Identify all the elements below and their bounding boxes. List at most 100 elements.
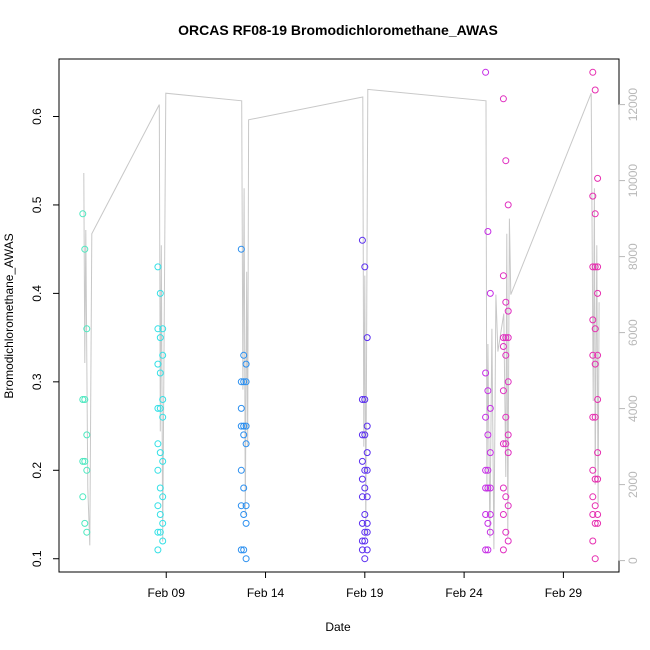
series-5 [499,95,512,554]
data-point [240,484,248,492]
y-tick-label: 0.2 [30,462,44,479]
data-point [594,396,602,403]
series-1 [154,263,167,554]
data-point [499,272,507,280]
data-point [83,431,91,439]
data-point [242,360,250,368]
data-point [504,537,512,545]
data-point [79,493,87,501]
data-point [504,334,512,342]
data-point [154,546,162,554]
data-point [591,263,599,271]
data-point [504,431,512,439]
data-point [504,307,512,315]
data-point [156,404,164,412]
data-point [363,334,371,342]
data-point [361,484,369,492]
data-point [159,351,167,359]
data-point [79,396,87,403]
y-tick-label: 0.4 [30,285,44,302]
data-point [499,387,507,395]
data-point [591,86,599,94]
data-point [358,431,366,439]
data-point [81,245,89,253]
data-point [589,466,597,474]
data-point [154,528,162,536]
data-point [358,475,366,483]
data-point [361,555,369,563]
data-point [361,431,369,439]
data-point [504,201,512,209]
data-point [361,263,369,271]
data-point [156,511,164,518]
data-point [504,449,512,457]
data-point [502,157,510,165]
data-point [484,546,492,554]
data-point [361,537,369,545]
data-point [591,360,599,368]
data-point [159,537,167,545]
data-point [83,528,91,536]
y-right-tick-label: 8000 [626,243,640,270]
data-point [358,546,366,554]
data-point [591,519,599,527]
data-point [156,369,164,377]
data-point [594,511,602,518]
data-point [589,316,597,324]
data-point [499,334,507,342]
data-point [486,289,494,297]
data-point [499,95,507,103]
data-point [159,493,167,501]
data-point [482,68,490,76]
data-point [502,493,510,501]
points-layer [79,68,602,563]
secondary-line-layer [83,88,600,550]
data-point [504,502,512,510]
x-tick-label: Feb 29 [545,586,583,600]
data-point [594,289,602,297]
data-point [482,484,490,492]
y-right-axis: 0 2000 4000 6000 8000 10000 12000 [618,88,640,564]
data-point [83,466,91,474]
data-point [237,502,245,510]
data-point [591,502,599,510]
data-point [499,511,507,518]
y-right-tick-label: 0 [626,557,640,564]
data-point [589,68,597,76]
data-point [482,466,490,474]
data-point [361,466,369,474]
data-point [502,440,510,448]
data-point [486,404,494,412]
data-point [154,263,162,271]
y-tick-label: 0.6 [30,108,44,125]
data-point [242,378,250,386]
data-point [589,511,597,518]
data-point [363,493,371,501]
data-point [361,511,369,518]
data-point [589,413,597,421]
y-right-tick-label: 2000 [626,471,640,498]
data-point [591,555,599,563]
data-point [486,484,494,492]
data-point [83,325,91,333]
chart-title: ORCAS RF08-19 Bromodichloromethane_AWAS [178,22,498,38]
x-tick-label: Feb 09 [148,586,186,600]
x-axis: Feb 09 Feb 14 Feb 19 Feb 24 Feb 29 [148,572,583,600]
x-tick-label: Feb 24 [445,586,483,600]
data-point [499,343,507,350]
data-point [156,528,164,536]
data-point [79,457,87,465]
data-point [499,440,507,448]
data-point [237,404,245,412]
data-point [358,519,366,527]
data-point [591,413,599,421]
data-point [237,378,245,386]
data-point [240,422,248,430]
y-axis: 0.1 0.2 0.3 0.4 0.5 0.6 [30,108,59,567]
y-right-tick-label: 4000 [626,395,640,422]
data-point [363,528,371,536]
y-right-tick-label: 6000 [626,319,640,346]
data-point [502,298,510,306]
x-tick-label: Feb 19 [346,586,384,600]
data-point [482,546,490,554]
